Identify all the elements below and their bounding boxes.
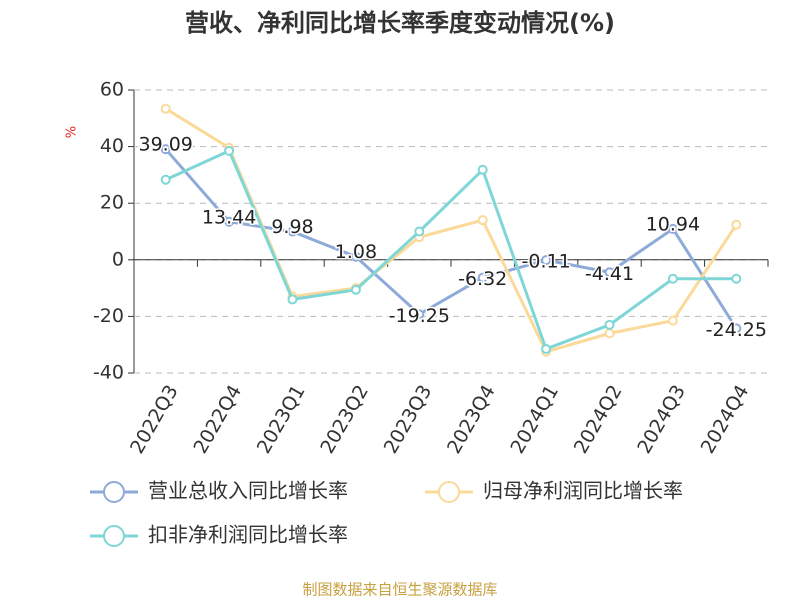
legend-marker (103, 525, 125, 547)
series-line (164, 148, 738, 330)
data-label: -4.41 (585, 263, 634, 285)
data-point (477, 272, 488, 283)
data-point (667, 273, 678, 284)
data-point (160, 144, 171, 155)
data-point (350, 284, 361, 295)
data-point (541, 255, 552, 266)
data-label: 13.44 (202, 206, 256, 228)
x-tick-label: 2024Q4 (697, 381, 754, 457)
x-tick-label: 2022Q4 (189, 381, 246, 457)
y-tick-label: -20 (93, 305, 124, 327)
data-point (667, 223, 678, 234)
legend-label: 营业总收入同比增长率 (148, 479, 348, 503)
x-tick-label: 2023Q4 (443, 381, 500, 457)
data-point (541, 343, 552, 354)
x-tick-label: 2024Q3 (633, 381, 690, 457)
chart-title: 营收、净利同比增长率季度变动情况(%) (185, 9, 615, 37)
data-label: 1.08 (335, 241, 377, 263)
data-point (350, 251, 361, 262)
data-point (224, 145, 235, 156)
y-axis-label: % (65, 126, 80, 138)
x-tick-label: 2022Q3 (126, 381, 183, 457)
data-label: -0.11 (522, 251, 571, 273)
x-tick-label: 2024Q1 (506, 381, 563, 457)
data-point (160, 103, 171, 114)
legend-marker (103, 481, 125, 503)
data-point (414, 226, 425, 237)
x-tick-label: 2023Q1 (253, 381, 310, 457)
data-point (287, 294, 298, 305)
data-label: -6.32 (458, 268, 507, 290)
data-label: 39.09 (138, 134, 192, 156)
y-tick-label: 60 (100, 79, 124, 101)
data-point (667, 315, 678, 326)
y-tick-label: 20 (100, 192, 124, 214)
data-point (731, 219, 742, 230)
data-point (287, 226, 298, 237)
data-point (477, 215, 488, 226)
legend-marker (438, 481, 460, 503)
series-line (165, 148, 737, 351)
y-tick-label: 40 (100, 135, 124, 157)
data-label: 10.94 (646, 213, 700, 235)
source-note: 制图数据来自恒生聚源数据库 (302, 581, 497, 599)
data-point (224, 216, 235, 227)
data-point (731, 273, 742, 284)
data-label: -24.25 (706, 319, 767, 341)
y-tick-label: 0 (112, 248, 124, 270)
data-point (731, 323, 742, 334)
data-label: 9.98 (271, 216, 313, 238)
data-point (604, 319, 615, 330)
data-point (160, 174, 171, 185)
data-point (414, 309, 425, 320)
legend-label: 归母净利润同比增长率 (483, 479, 683, 503)
x-tick-label: 2023Q2 (316, 381, 373, 457)
legend-label: 扣非净利润同比增长率 (148, 523, 348, 547)
data-label: -19.25 (389, 305, 450, 327)
x-tick-label: 2024Q2 (570, 381, 627, 457)
x-tick-label: 2023Q3 (380, 381, 437, 457)
data-point (477, 164, 488, 175)
y-tick-label: -40 (93, 362, 124, 384)
data-point (604, 328, 615, 339)
data-point (604, 267, 615, 278)
